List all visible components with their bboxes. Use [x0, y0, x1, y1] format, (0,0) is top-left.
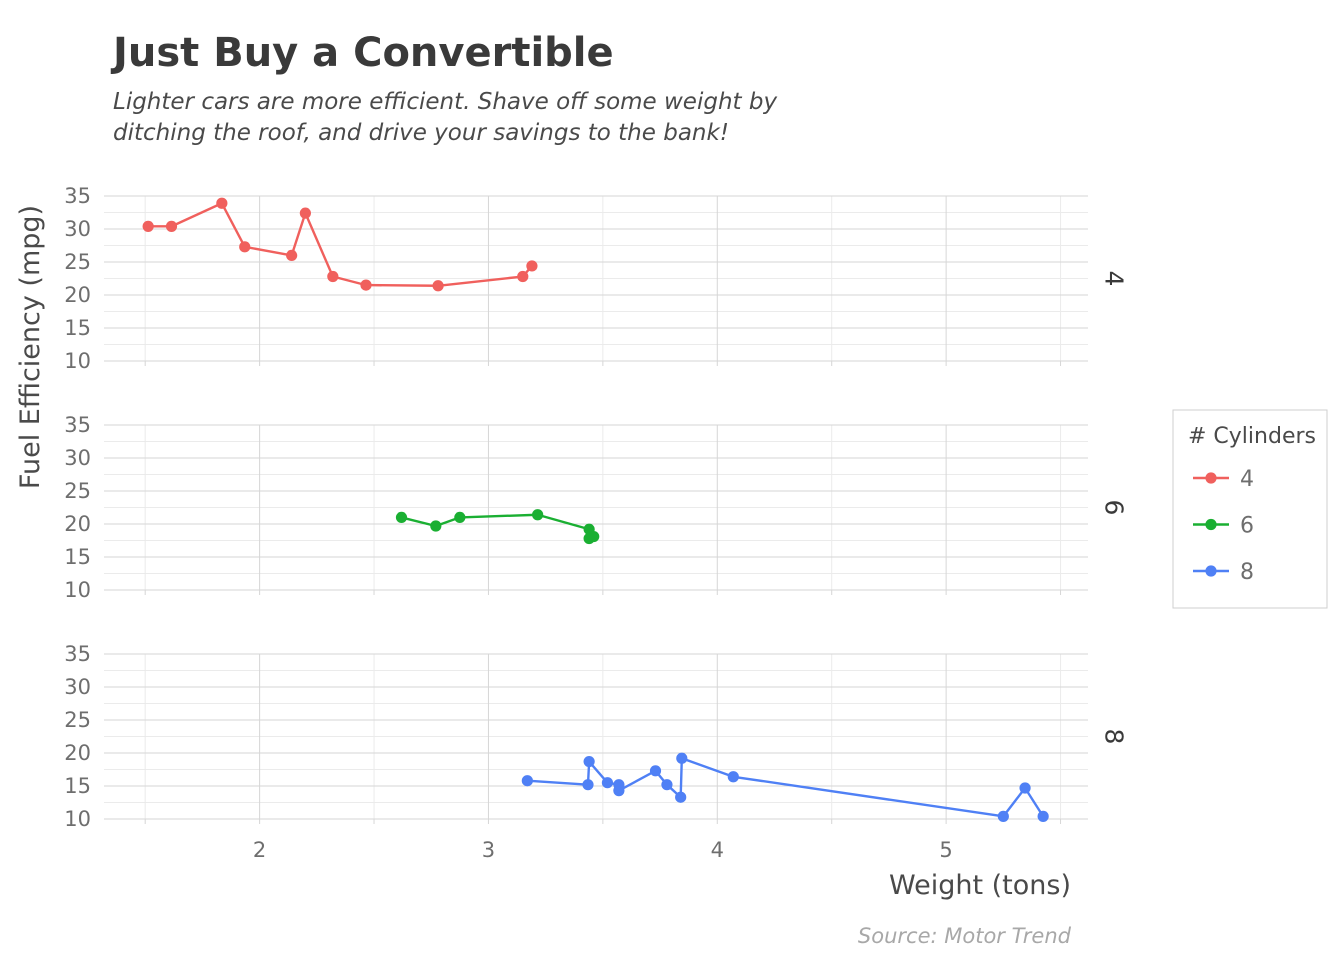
- legend: # Cylinders 4 6 8: [1172, 409, 1328, 609]
- x-tick-label: 3: [482, 838, 495, 862]
- data-point-8: [1037, 810, 1049, 822]
- facet-panel-8: 10 15 20 25 30 35 8: [64, 642, 1128, 831]
- y-tick-label: 30: [64, 217, 91, 241]
- legend-label: 6: [1240, 514, 1254, 539]
- legend-key-point: [1205, 472, 1217, 484]
- y-tick-label: 20: [64, 741, 91, 765]
- y-tick-label: 35: [64, 184, 91, 208]
- facet-strip-label-6: 6: [1100, 500, 1129, 516]
- data-point-4: [299, 207, 311, 219]
- data-point-6: [532, 509, 544, 521]
- data-point-4: [526, 260, 538, 272]
- facet-panels: 10 15 20 25 30 35 4 10 15 20 25 30 35 6 10 15 20 25 30 35 8: [64, 184, 1128, 831]
- data-point-6: [454, 511, 466, 523]
- data-point-4: [286, 249, 298, 261]
- legend-title: # Cylinders: [1188, 424, 1316, 449]
- legend-item-4: 4: [1193, 467, 1254, 492]
- data-point-8: [649, 765, 662, 777]
- data-point-6: [588, 530, 600, 543]
- y-tick-label: 15: [64, 316, 91, 340]
- data-point-6: [395, 511, 408, 523]
- y-tick-label: 10: [64, 807, 91, 831]
- data-point-8: [675, 791, 687, 803]
- data-point-4: [142, 220, 154, 232]
- chart-title: Just Buy a Convertible: [110, 30, 614, 76]
- y-tick-label: 35: [64, 642, 91, 666]
- data-point-8: [613, 785, 625, 797]
- y-tick-label: 20: [64, 283, 91, 307]
- legend-item-8: 8: [1193, 560, 1254, 585]
- x-tick-label: 4: [711, 838, 724, 862]
- y-tick-label: 25: [64, 708, 91, 732]
- data-point-8: [583, 755, 595, 768]
- y-tick-label: 15: [64, 545, 91, 569]
- chart-subtitle-line-2: ditching the roof, and drive your saving…: [113, 120, 729, 146]
- facet-strip-label-4: 4: [1100, 271, 1129, 287]
- y-tick-label: 10: [64, 578, 91, 602]
- data-point-4: [239, 241, 251, 253]
- data-point-8: [676, 752, 688, 764]
- legend-label: 4: [1240, 467, 1254, 492]
- data-point-4: [327, 270, 339, 283]
- data-point-4: [517, 270, 529, 283]
- legend-label: 8: [1240, 560, 1254, 585]
- facet-panel-6: 10 15 20 25 30 35 6: [64, 413, 1128, 602]
- data-point-4: [360, 279, 372, 291]
- data-point-6: [430, 520, 442, 532]
- data-point-8: [521, 775, 533, 787]
- series-line-4: [148, 202, 533, 287]
- data-point-8: [582, 779, 594, 791]
- data-point-8: [1019, 782, 1031, 794]
- x-axis: 2 3 4 5: [253, 838, 953, 862]
- data-point-4: [165, 220, 178, 232]
- chart-subtitle-line-1: Lighter cars are more efficient. Shave o…: [113, 89, 777, 115]
- y-tick-label: 35: [64, 413, 91, 437]
- y-tick-label: 15: [64, 774, 91, 798]
- data-point-8: [601, 777, 614, 789]
- data-point-4: [432, 280, 444, 292]
- legend-items: 4 6 8: [1193, 467, 1254, 585]
- facet-panel-4: 10 15 20 25 30 35 4: [64, 184, 1128, 373]
- data-point-4: [216, 197, 228, 209]
- data-point-8: [661, 779, 673, 791]
- y-tick-label: 20: [64, 512, 91, 536]
- x-tick-label: 5: [939, 838, 952, 862]
- y-tick-label: 25: [64, 479, 91, 503]
- x-axis-title: Weight (tons): [889, 870, 1071, 901]
- legend-box: [1172, 409, 1328, 609]
- y-tick-label: 30: [64, 446, 91, 470]
- y-tick-label: 25: [64, 250, 91, 274]
- data-point-8: [997, 810, 1009, 822]
- legend-key-point: [1205, 518, 1217, 531]
- chart-caption: Source: Motor Trend: [858, 924, 1072, 948]
- y-tick-label: 10: [64, 349, 91, 373]
- facet-strip-label-8: 8: [1100, 729, 1129, 745]
- x-tick-label: 2: [253, 838, 266, 862]
- y-tick-label: 30: [64, 675, 91, 699]
- legend-item-6: 6: [1193, 514, 1254, 539]
- y-axis-title: Fuel Efficiency (mpg): [15, 205, 46, 489]
- legend-key-point: [1205, 565, 1217, 577]
- data-point-8: [727, 771, 739, 783]
